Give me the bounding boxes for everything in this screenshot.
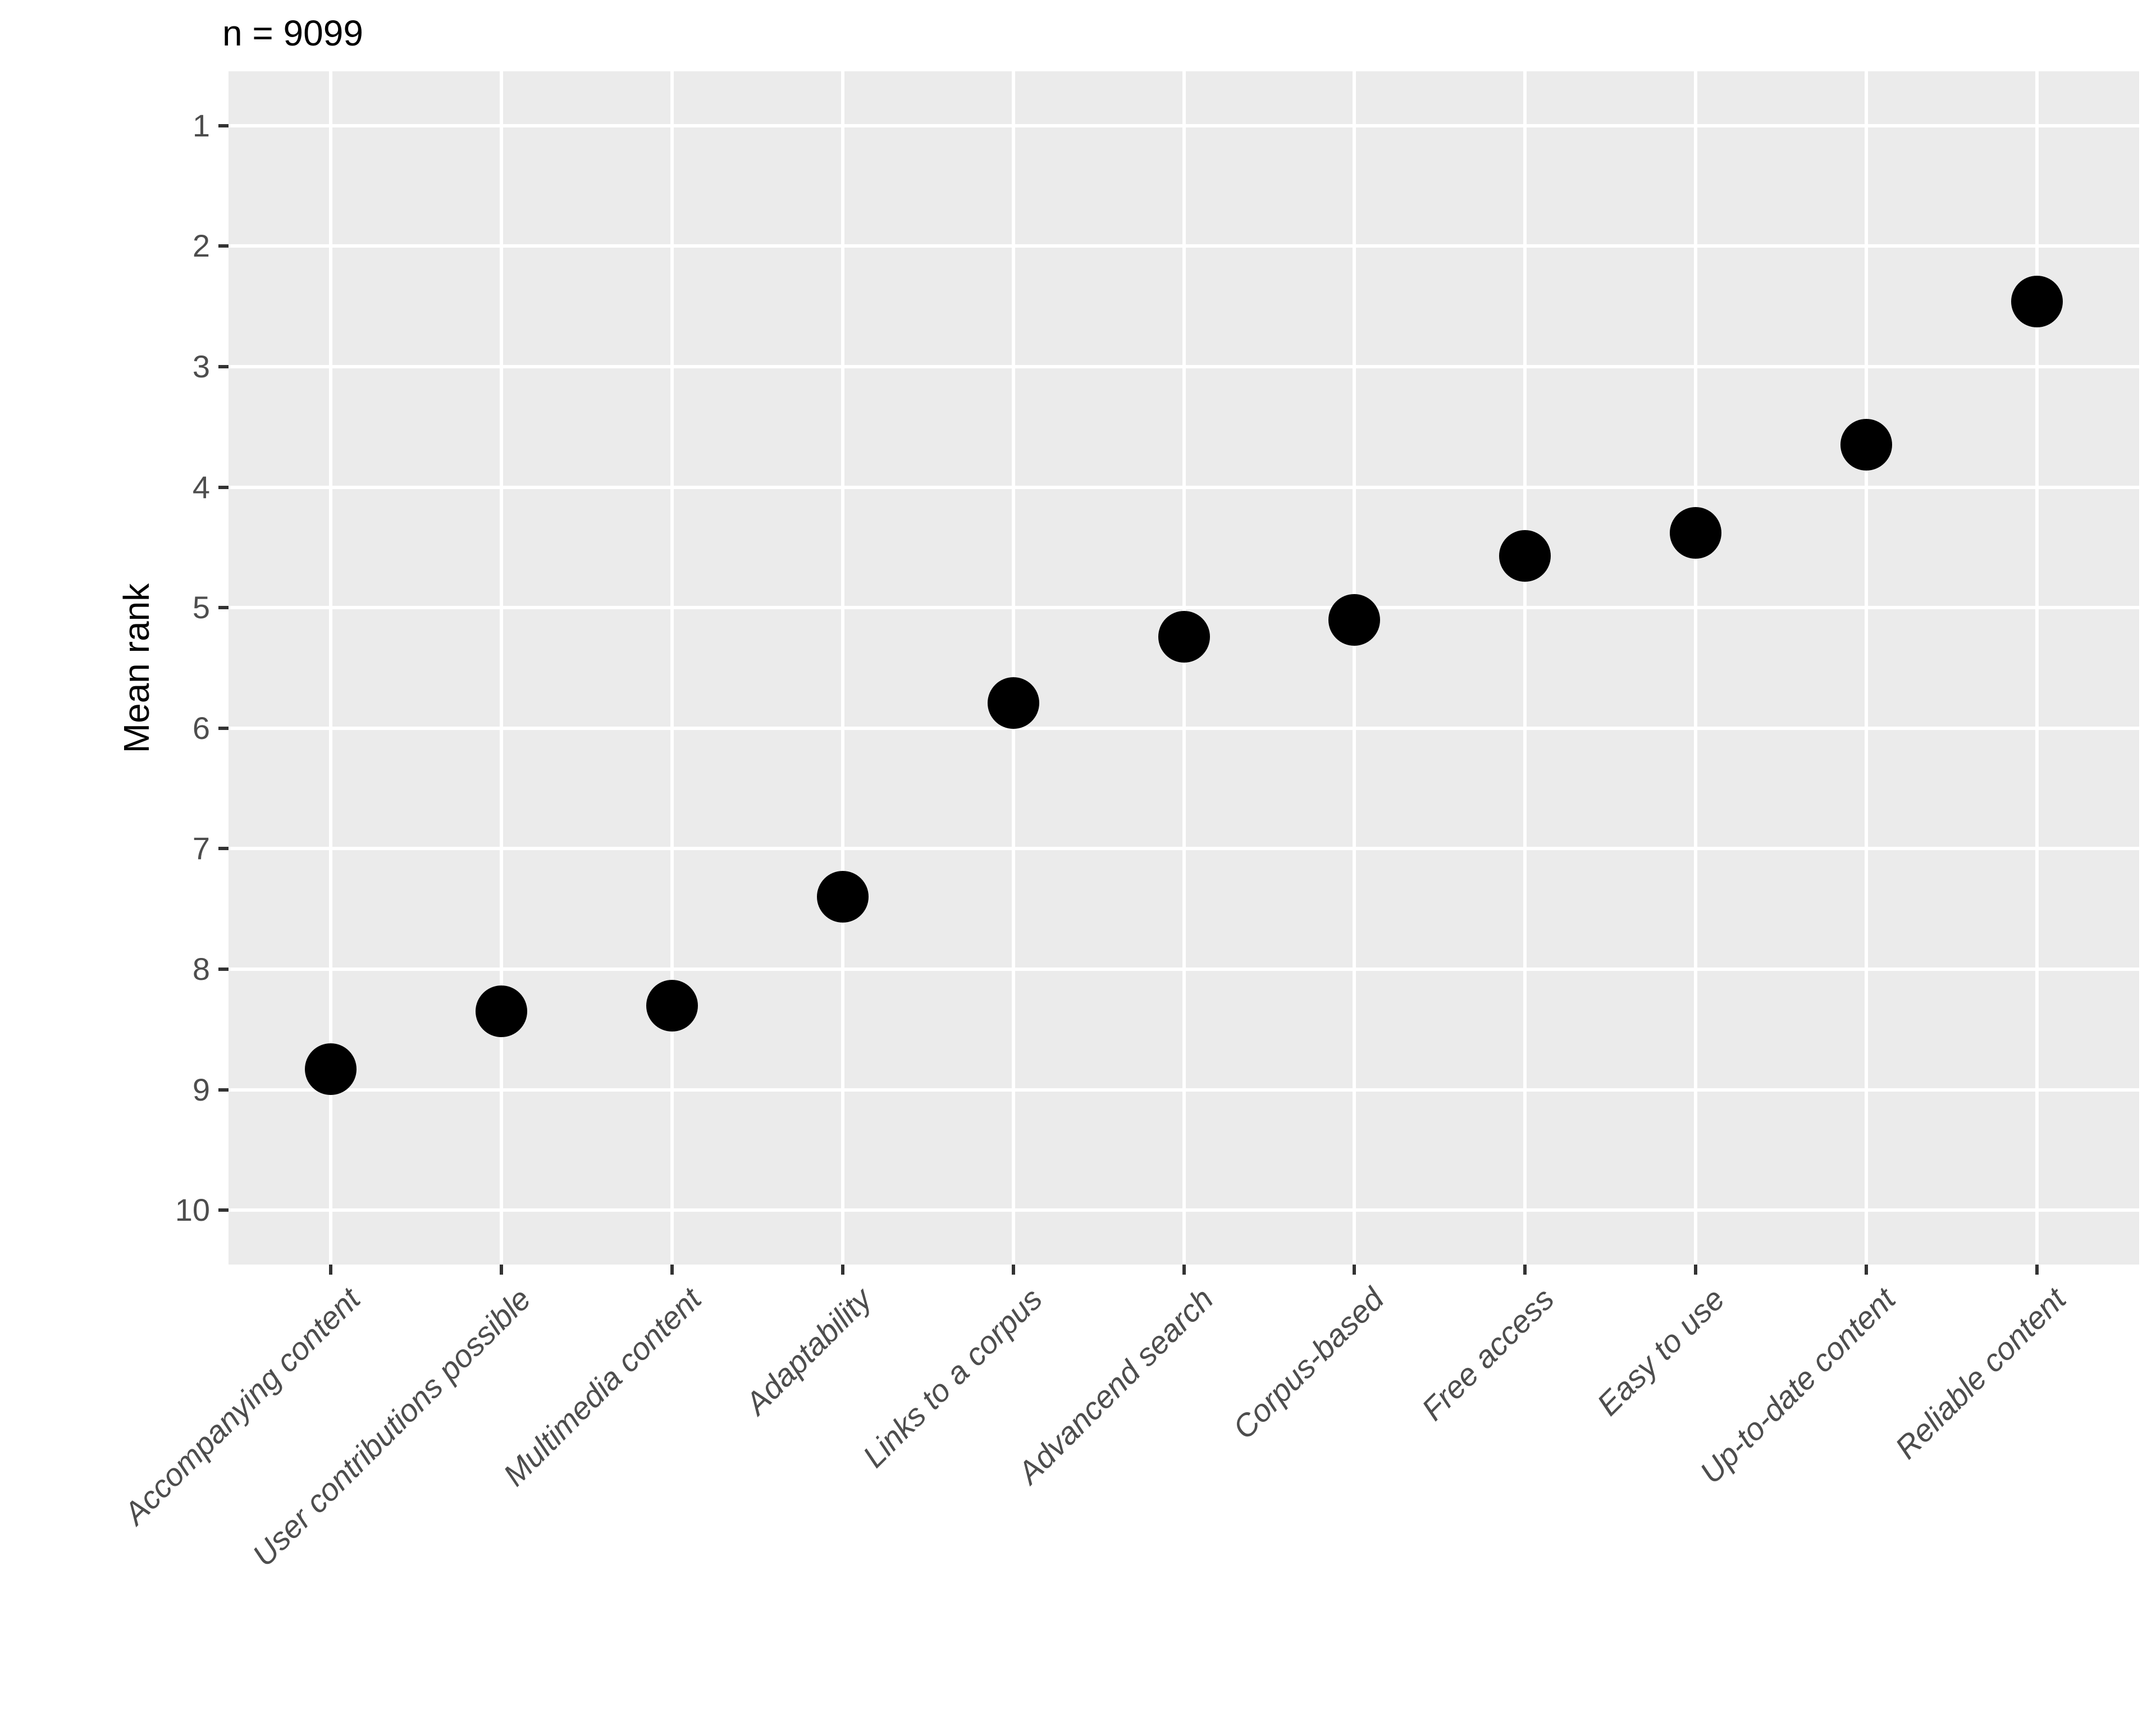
x-axis-tick-label: Up-to-date content [1693, 1281, 1902, 1490]
y-axis-tick-label: 8 [192, 951, 210, 987]
gridline-vertical [329, 71, 333, 1265]
y-axis-tick-mark [218, 1208, 229, 1212]
data-point [987, 677, 1039, 729]
gridline-vertical [1182, 71, 1186, 1265]
y-axis-tick-mark [218, 847, 229, 851]
y-axis-tick-label: 6 [192, 710, 210, 746]
data-point [476, 985, 528, 1038]
data-point [1158, 610, 1210, 663]
y-axis-tick-mark [218, 364, 229, 368]
gridline-vertical [670, 71, 674, 1265]
x-axis-tick-mark [1353, 1265, 1356, 1275]
x-axis-tick-label: Corpus-based [1225, 1281, 1391, 1446]
data-point [816, 871, 869, 923]
data-point [1328, 594, 1381, 646]
x-axis-tick-mark [1523, 1265, 1527, 1275]
data-point [646, 979, 698, 1032]
y-axis-tick-mark [218, 968, 229, 971]
gridline-vertical [1694, 71, 1698, 1265]
x-axis-tick-label: Links to a corpus [856, 1281, 1049, 1475]
x-axis-tick-mark [2035, 1265, 2039, 1275]
y-axis-tick-label: 1 [192, 107, 210, 143]
y-axis-tick-label: 3 [192, 348, 210, 384]
gridline-vertical [1864, 71, 1868, 1265]
y-axis-tick-label: 7 [192, 830, 210, 866]
x-axis-tick-label: Free access [1414, 1281, 1561, 1427]
y-axis-tick-mark [218, 1088, 229, 1092]
y-axis-tick-label: 2 [192, 228, 210, 264]
x-axis-tick-mark [1182, 1265, 1186, 1275]
x-axis-tick-mark [1864, 1265, 1868, 1275]
x-axis-tick-label: User contributions possible [245, 1281, 537, 1573]
gridline-vertical [2035, 71, 2039, 1265]
x-axis-tick-mark [329, 1265, 333, 1275]
data-point [2011, 275, 2063, 327]
data-point [1840, 419, 1892, 471]
x-axis-tick-label: Easy to use [1590, 1281, 1732, 1422]
gridline-vertical [500, 71, 504, 1265]
x-axis-tick-mark [841, 1265, 844, 1275]
data-point [1670, 507, 1722, 559]
y-axis-tick-label: 4 [192, 469, 210, 505]
plot-panel [229, 71, 2139, 1265]
chart-title: n = 9099 [222, 13, 363, 53]
y-axis-tick-label: 10 [175, 1192, 210, 1228]
y-axis-tick-mark [218, 485, 229, 489]
x-axis-tick-mark [1694, 1265, 1698, 1275]
x-axis-tick-label: Adaptability [738, 1281, 879, 1421]
x-axis-tick-label: Reliable content [1888, 1281, 2073, 1466]
data-point [1499, 530, 1551, 582]
x-axis-tick-mark [670, 1265, 674, 1275]
gridline-vertical [841, 71, 844, 1265]
y-axis-tick-mark [218, 606, 229, 610]
y-axis-tick-mark [218, 244, 229, 248]
gridline-vertical [1353, 71, 1356, 1265]
y-axis-tick-mark [218, 124, 229, 127]
gridline-vertical [1523, 71, 1527, 1265]
y-axis-tick-label: 5 [192, 590, 210, 626]
x-axis-tick-mark [500, 1265, 504, 1275]
y-axis-tick-label: 9 [192, 1071, 210, 1107]
data-point [305, 1043, 357, 1096]
gridline-vertical [1011, 71, 1015, 1265]
y-axis-tick-mark [218, 726, 229, 730]
x-axis-tick-mark [1011, 1265, 1015, 1275]
